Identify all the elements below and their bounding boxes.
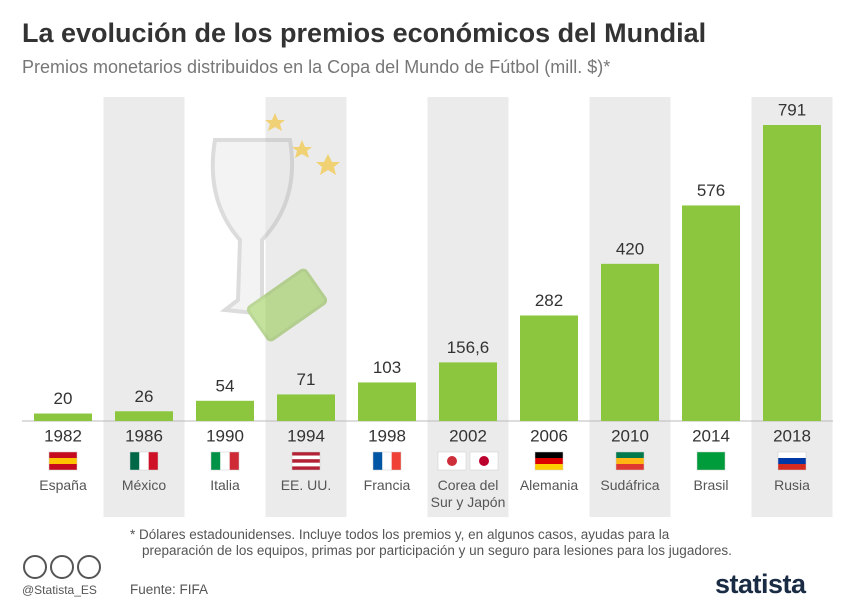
flag-stripe (49, 452, 77, 458)
host-label: Sudáfrica (600, 477, 660, 493)
flag-stripe (616, 458, 644, 464)
bar (682, 205, 740, 421)
host-label: EE. UU. (280, 477, 332, 493)
flag-stripe (373, 452, 383, 470)
value-label: 20 (54, 389, 73, 408)
handle: @Statista_ES (22, 583, 97, 597)
column-band (427, 97, 509, 517)
x-tick-label: 2018 (773, 426, 811, 445)
flag-stripe (292, 459, 320, 463)
flag-korea-emblem (447, 456, 457, 466)
host-label: Brasil (693, 477, 729, 493)
flag-stripe (292, 452, 320, 456)
x-tick-label: 2006 (530, 426, 568, 445)
x-tick-label: 1990 (206, 426, 244, 445)
bar (520, 315, 578, 421)
x-tick-label: 1982 (44, 426, 82, 445)
flag-stripe (535, 458, 563, 464)
value-label: 71 (297, 370, 316, 389)
value-label: 26 (135, 387, 154, 406)
host-label: México (121, 477, 167, 493)
flag-stripe (778, 458, 806, 464)
flag-stripe (49, 464, 77, 470)
flag-stripe (535, 464, 563, 470)
bar (763, 125, 821, 421)
flag-stripe (292, 462, 320, 467)
flag-japan-sun (479, 456, 489, 466)
host-label: Francia (363, 477, 411, 493)
trophy-illustration (210, 113, 340, 342)
value-label: 103 (373, 358, 401, 377)
flag-stripe (49, 458, 77, 464)
flag-stripe (778, 464, 806, 470)
value-label: 54 (216, 376, 235, 395)
bar (439, 362, 497, 421)
flag-border (615, 451, 645, 471)
flag-stripe (382, 452, 392, 470)
host-label: Italia (210, 477, 240, 493)
flag-border (372, 451, 402, 471)
flag-stripe (292, 455, 320, 460)
license-icon (23, 555, 47, 579)
bar (196, 400, 254, 421)
host-label: Rusia (774, 477, 810, 493)
x-tick-label: 2014 (692, 426, 730, 445)
subtitle: Premios monetarios distribuidos en la Co… (22, 57, 611, 77)
brand-logo: statista (715, 569, 806, 599)
bar (115, 411, 173, 421)
flag-stripe (535, 452, 563, 458)
host-label: Alemania (519, 477, 579, 493)
flag-stripe (130, 452, 140, 470)
bar (601, 263, 659, 421)
x-tick-label: 1998 (368, 426, 406, 445)
flag-border (129, 451, 159, 471)
flag-stripe (391, 452, 401, 470)
license-icon (50, 555, 74, 579)
flag-stripe (697, 452, 725, 461)
license-icon (77, 555, 101, 579)
value-label: 791 (778, 100, 806, 119)
flag-border (48, 451, 78, 471)
flag-border (777, 451, 807, 471)
value-label: 576 (697, 181, 725, 200)
x-tick-label: 1986 (125, 426, 163, 445)
x-tick-label: 1994 (287, 426, 325, 445)
bar (277, 394, 335, 421)
flag-border (291, 451, 321, 471)
column-band (103, 97, 185, 517)
bar (34, 413, 92, 421)
flag-stripe (616, 452, 644, 458)
x-tick-label: 2002 (449, 426, 487, 445)
source: Fuente: FIFA (130, 582, 209, 597)
flag-border (534, 451, 564, 471)
flag-stripe (616, 464, 644, 470)
value-label: 282 (535, 291, 563, 310)
bar (358, 382, 416, 421)
flag-border (696, 451, 726, 471)
flag-stripe (220, 452, 230, 470)
flag-stripe (211, 452, 221, 470)
flag-stripe (292, 466, 320, 470)
flag-border (210, 451, 240, 471)
title: La evolución de los premios económicos d… (22, 18, 707, 48)
flag-stripe (139, 452, 149, 470)
value-label: 420 (616, 239, 644, 258)
flag-stripe (697, 461, 725, 470)
host-label: Corea del Sur y Japón (430, 477, 506, 510)
flag-stripe (148, 452, 158, 470)
host-label: España (39, 477, 87, 493)
flag-stripe (229, 452, 239, 470)
flag-stripe (778, 452, 806, 458)
value-label: 156,6 (447, 338, 490, 357)
x-tick-label: 2010 (611, 426, 649, 445)
footnote: * Dólares estadounidenses. Incluye todos… (130, 527, 732, 558)
